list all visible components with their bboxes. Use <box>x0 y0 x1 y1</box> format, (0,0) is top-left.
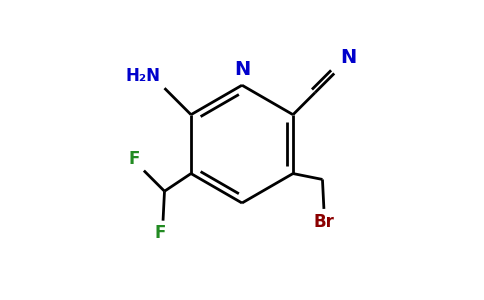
Text: Br: Br <box>314 213 334 231</box>
Text: F: F <box>128 150 139 168</box>
Text: H₂N: H₂N <box>125 67 160 85</box>
Text: N: N <box>234 60 250 79</box>
Text: N: N <box>341 48 357 67</box>
Text: F: F <box>154 224 166 242</box>
